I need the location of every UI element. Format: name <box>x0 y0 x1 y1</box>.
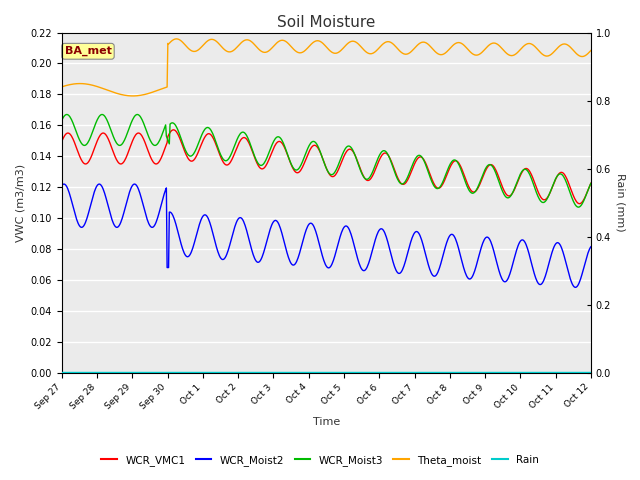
Legend: WCR_VMC1, WCR_Moist2, WCR_Moist3, Theta_moist, Rain: WCR_VMC1, WCR_Moist2, WCR_Moist3, Theta_… <box>97 451 543 470</box>
X-axis label: Time: Time <box>313 417 340 427</box>
Text: BA_met: BA_met <box>65 46 111 57</box>
Y-axis label: Rain (mm): Rain (mm) <box>615 173 625 232</box>
Y-axis label: VWC (m3/m3): VWC (m3/m3) <box>15 164 25 242</box>
Title: Soil Moisture: Soil Moisture <box>277 15 376 30</box>
